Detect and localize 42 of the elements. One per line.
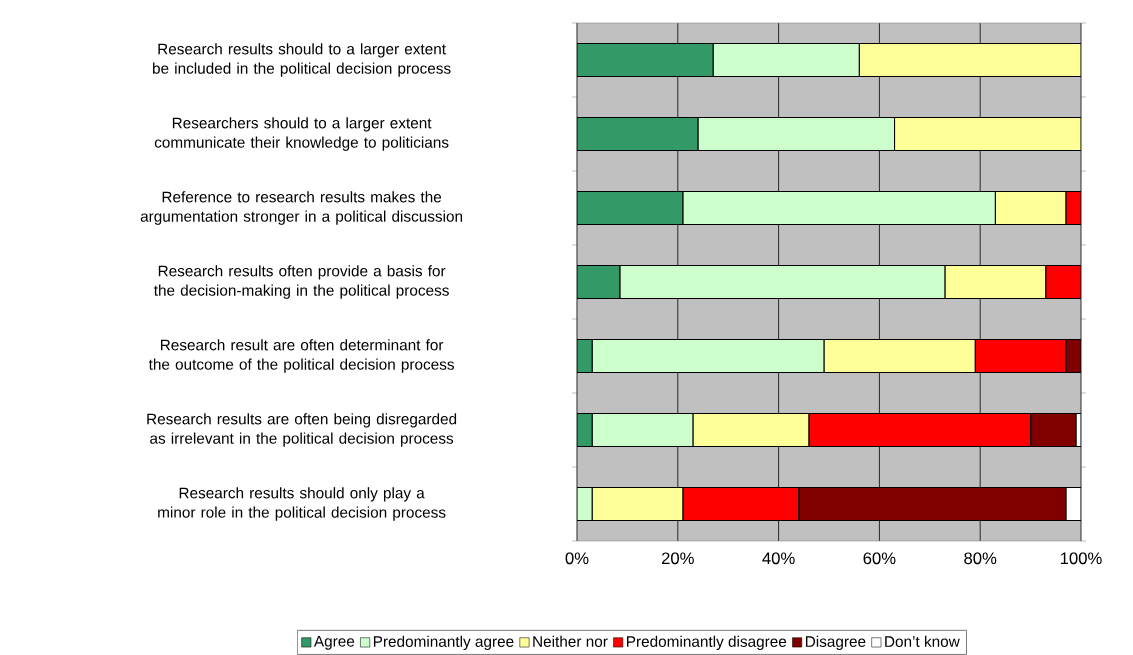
bar [577,190,684,226]
bar [823,338,976,374]
legend-label: Neither nor [533,635,608,647]
y-tick-label: Research results often provide a basis for the decision-making in the political process [153,265,449,299]
y-tick-label: Research results should only play a minor role in the political decision process [158,487,446,521]
legend-label: Don’t know [885,635,960,647]
bar [697,116,896,152]
bar [944,264,1047,300]
x-tick-label: 0% [565,552,589,565]
bar [591,412,694,448]
x-tick-label: 20% [661,552,694,565]
y-tick-label: Reference to research results makes the argumentation stronger in a political discussion [140,191,463,225]
x-tick-label: 80% [964,552,997,565]
y-tick-label: Researchers should to a larger extent communicate their knowledge to politicians [154,117,449,151]
bar [577,42,714,78]
legend-label: Predominantly agree [373,635,514,650]
legend-label: Predominantly disagree [627,635,787,650]
bar [682,190,996,226]
bar [577,116,699,152]
bar [682,486,800,522]
bar [692,412,810,448]
bar [994,190,1067,226]
bar [798,486,1067,522]
bar [619,264,946,300]
bar [808,412,1032,448]
bar [591,486,684,522]
bar [858,42,1081,78]
y-tick-label: Research result are often determinant for the outcome of the political decision process [148,339,454,373]
x-tick-label: 40% [762,552,795,565]
y-tick-label: Research results are often being disregarded as irrelevant in the political decision process [147,413,457,447]
legend-label: Disagree [805,635,866,650]
x-tick-label: 100% [1060,552,1102,565]
x-tick-label: 60% [863,552,896,565]
bar [1045,264,1081,300]
bar [577,264,621,300]
bar [591,338,825,374]
legend-label: Agree [313,635,355,650]
bar [893,116,1081,152]
y-tick-label: Research results should to a larger extent be included in the political decision process [153,43,451,77]
bar [974,338,1067,374]
bar [1030,412,1077,448]
bar [712,42,860,78]
